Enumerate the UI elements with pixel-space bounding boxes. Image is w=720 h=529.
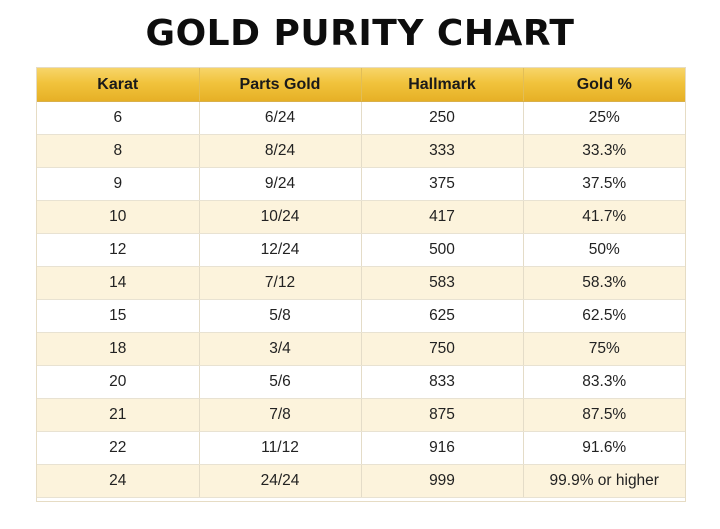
header-karat: Karat xyxy=(37,68,200,102)
gold-percent-cell: 91.6% xyxy=(523,431,685,465)
karat-cell: 24 xyxy=(37,464,200,498)
gold-purity-table: Karat Parts Gold Hallmark Gold % 6 6/24 25… xyxy=(37,68,685,498)
table-row: 14 7/12 583 58.3% xyxy=(37,266,685,300)
hallmark-cell: 250 xyxy=(361,101,524,135)
karat-cell: 6 xyxy=(37,101,200,135)
gold-percent-cell: 87.5% xyxy=(523,398,685,432)
karat-cell: 22 xyxy=(37,431,200,465)
gold-percent-cell: 41.7% xyxy=(523,200,685,234)
karat-cell: 9 xyxy=(37,167,200,201)
parts-gold-cell: 12/24 xyxy=(199,233,362,267)
karat-cell: 18 xyxy=(37,332,200,366)
parts-gold-cell: 6/24 xyxy=(199,101,362,135)
gold-percent-cell: 58.3% xyxy=(523,266,685,300)
table-row: 8 8/24 333 33.3% xyxy=(37,134,685,168)
table-row: 15 5/8 625 62.5% xyxy=(37,299,685,333)
karat-cell: 10 xyxy=(37,200,200,234)
parts-gold-cell: 10/24 xyxy=(199,200,362,234)
parts-gold-cell: 3/4 xyxy=(199,332,362,366)
gold-percent-cell: 62.5% xyxy=(523,299,685,333)
parts-gold-cell: 8/24 xyxy=(199,134,362,168)
gold-percent-cell: 50% xyxy=(523,233,685,267)
gold-percent-cell: 33.3% xyxy=(523,134,685,168)
parts-gold-cell: 5/8 xyxy=(199,299,362,333)
hallmark-cell: 500 xyxy=(361,233,524,267)
gold-percent-cell: 83.3% xyxy=(523,365,685,399)
table-row: 9 9/24 375 37.5% xyxy=(37,167,685,201)
hallmark-cell: 625 xyxy=(361,299,524,333)
gold-percent-cell: 99.9% or higher xyxy=(523,464,685,498)
header-hallmark: Hallmark xyxy=(361,68,524,102)
karat-cell: 8 xyxy=(37,134,200,168)
header-row: Karat Parts Gold Hallmark Gold % xyxy=(37,68,685,102)
karat-cell: 14 xyxy=(37,266,200,300)
hallmark-cell: 999 xyxy=(361,464,524,498)
gold-percent-cell: 75% xyxy=(523,332,685,366)
header-parts-gold: Parts Gold xyxy=(199,68,362,102)
hallmark-cell: 875 xyxy=(361,398,524,432)
table-row: 6 6/24 250 25% xyxy=(37,101,685,135)
karat-cell: 20 xyxy=(37,365,200,399)
parts-gold-cell: 7/12 xyxy=(199,266,362,300)
parts-gold-cell: 9/24 xyxy=(199,167,362,201)
header-gold-percent: Gold % xyxy=(523,68,685,102)
karat-cell: 12 xyxy=(37,233,200,267)
table-row: 10 10/24 417 41.7% xyxy=(37,200,685,234)
hallmark-cell: 916 xyxy=(361,431,524,465)
parts-gold-cell: 24/24 xyxy=(199,464,362,498)
table-row: 22 11/12 916 91.6% xyxy=(37,431,685,465)
hallmark-cell: 750 xyxy=(361,332,524,366)
table-row: 21 7/8 875 87.5% xyxy=(37,398,685,432)
table-row: 20 5/6 833 83.3% xyxy=(37,365,685,399)
gold-percent-cell: 37.5% xyxy=(523,167,685,201)
parts-gold-cell: 11/12 xyxy=(199,431,362,465)
hallmark-cell: 583 xyxy=(361,266,524,300)
chart-title: GOLD PURITY CHART xyxy=(145,13,575,54)
hallmark-cell: 333 xyxy=(361,134,524,168)
hallmark-cell: 833 xyxy=(361,365,524,399)
table-row: 12 12/24 500 50% xyxy=(37,233,685,267)
hallmark-cell: 375 xyxy=(361,167,524,201)
parts-gold-cell: 5/6 xyxy=(199,365,362,399)
karat-cell: 21 xyxy=(37,398,200,432)
table-row: 18 3/4 750 75% xyxy=(37,332,685,366)
karat-cell: 15 xyxy=(37,299,200,333)
hallmark-cell: 417 xyxy=(361,200,524,234)
gold-percent-cell: 25% xyxy=(523,101,685,135)
table-body: 6 6/24 250 25% 8 8/24 333 33.3% 9 9/24 375 37.5% 10 1… xyxy=(37,101,685,498)
parts-gold-cell: 7/8 xyxy=(199,398,362,432)
table-row: 24 24/24 999 99.9% or higher xyxy=(37,464,685,498)
